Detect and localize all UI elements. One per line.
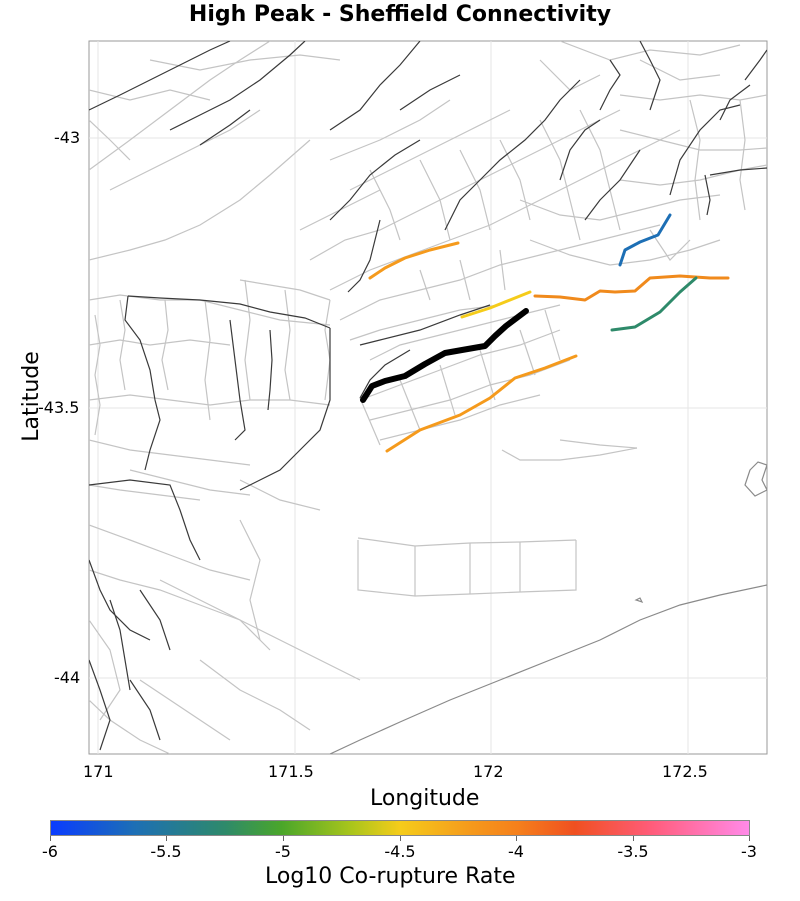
rupture-section: [385, 354, 578, 453]
colorbar-tickmark: [50, 836, 51, 841]
colorbar-tickmark: [516, 836, 517, 841]
colorbar-tickmark: [633, 836, 634, 841]
y-axis-title: Latitude: [18, 351, 44, 442]
colorbar-tickmark: [749, 836, 750, 841]
rupture-section: [610, 276, 698, 332]
colorbar-tick-label: -6: [42, 842, 58, 861]
rupture-section: [460, 290, 532, 319]
regional-faults: [89, 41, 767, 751]
colorbar-tick-label: -5.5: [150, 842, 182, 861]
colorbar-title: Log10 Co-rupture Rate: [265, 864, 516, 889]
y-tick-label: -43: [54, 128, 81, 147]
x-tick-label: 172.5: [662, 762, 708, 781]
colorbar-tick-label: -3: [741, 842, 757, 861]
plot-area: [88, 40, 768, 755]
rupture-section: [618, 213, 672, 267]
colorbar-tickmark: [166, 836, 167, 841]
x-tick-label: 171.5: [268, 762, 314, 781]
target-fault: [360, 308, 529, 403]
colorbar-tick-label: -4.5: [384, 842, 416, 861]
colorbar-tick-label: -3.5: [617, 842, 649, 861]
x-axis-title: Longitude: [370, 786, 480, 811]
y-tick-label: -43.5: [38, 398, 80, 417]
colorbar: [50, 820, 750, 836]
coastline: [329, 461, 767, 754]
colorbar-tickmark: [283, 836, 284, 841]
colorbar-tickmark: [400, 836, 401, 841]
colorbar-tick-label: -4: [508, 842, 524, 861]
map-title: High Peak - Sheffield Connectivity: [188, 2, 612, 27]
colorbar-tick-label: -5: [275, 842, 291, 861]
rupture-section: [368, 241, 460, 280]
rupture-sections: [360, 213, 730, 453]
y-tick-label: -44: [54, 668, 81, 687]
x-tick-label: 171: [83, 762, 114, 781]
x-tick-label: 172: [473, 762, 504, 781]
